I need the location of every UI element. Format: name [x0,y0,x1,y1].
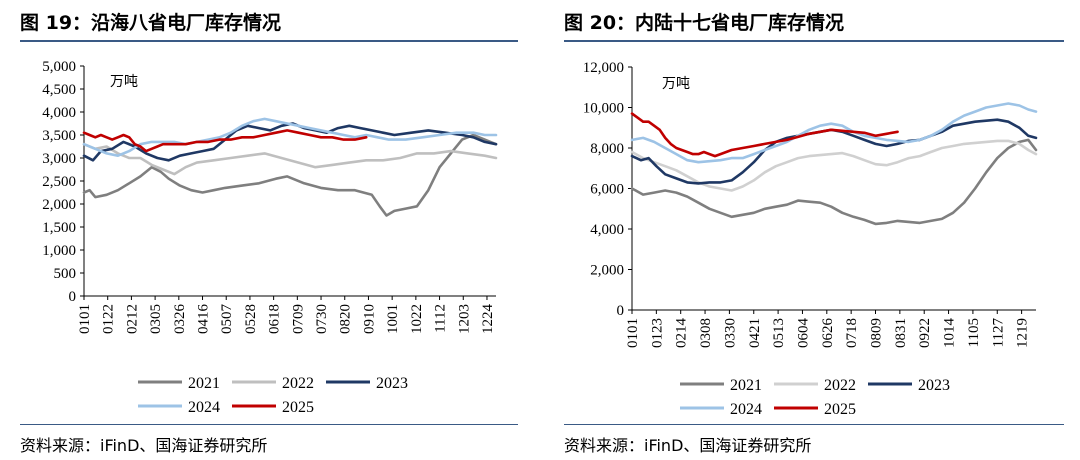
y-tick-label: 4,000 [42,105,76,121]
y-unit-label: 万吨 [110,74,138,90]
x-tick-label: 0330 [722,318,738,348]
legend-label-2021: 2021 [188,375,220,392]
x-tick-label: 0618 [267,304,283,334]
x-tick-label: 0626 [820,318,836,349]
x-tick-label: 0831 [893,318,909,348]
y-tick-label: 4,000 [590,222,624,238]
x-tick-label: 1105 [966,318,982,347]
x-tick-label: 1219 [1015,318,1031,348]
x-tick-label: 0507 [219,304,235,335]
chart-title: 图 20：内陆十七省电厂库存情况 [564,12,845,34]
chart-panel-coastal: 图 19：沿海八省电厂库存情况 0 500 1,000 1,500 2,000 2,500… [20,12,518,455]
legend-label-2024: 2024 [188,399,220,416]
chart-panel-inland: 图 20：内陆十七省电厂库存情况 0 2,000 4,000 6,000 8,000 10… [540,0,1080,460]
y-tick-label: 2,000 [590,263,624,279]
legend-label-2024: 2024 [730,401,762,418]
x-tick-label: 1014 [942,318,958,349]
y-tick-label: 12,000 [583,60,624,76]
legend-label-2021: 2021 [730,377,762,394]
series-line-2025 [82,129,368,153]
x-tick-label: 1112 [433,304,449,333]
x-tick-label: 0513 [771,318,787,348]
x-tick-label: 0809 [869,318,885,348]
x-tick-label: 0604 [795,318,811,349]
x-tick-label: 1022 [409,304,425,334]
x-tick-label: 0212 [124,304,140,334]
y-tick-label: 6,000 [590,182,624,198]
series-line-2024 [630,102,1038,164]
x-tick-label: 0718 [844,318,860,348]
line-chart-inland: 0 2,000 4,000 6,000 8,000 10,000 12,000 0101 012… [583,60,1038,418]
y-tick-label: 5,000 [42,59,76,75]
source-note: 资料来源：iFinD、国海证券研究所 [20,436,268,455]
y-tick-label: 500 [54,266,77,282]
x-tick-label: 0416 [196,304,212,335]
y-tick-label: 2,000 [42,197,76,213]
footer-rule [20,424,518,425]
line-chart-coastal: 0 500 1,000 1,500 2,000 2,500 3,000 3,500 4,000 4… [42,59,498,416]
x-tick-label: 1001 [385,304,401,334]
legend-label-2023: 2023 [918,377,950,394]
legend-label-2022: 2022 [824,377,856,394]
x-tick-label: 0820 [338,304,354,334]
x-tick-label: 0421 [747,318,763,348]
y-tick-label: 2,500 [42,174,76,190]
y-tick-label: 1,500 [42,220,76,236]
series-line-2023 [82,122,498,162]
title-underline [564,40,1064,42]
y-tick-label: 4,500 [42,82,76,98]
footer-rule [564,424,1064,425]
x-tick-label: 0730 [314,304,330,334]
x-tick-label: 0709 [290,304,306,334]
x-tick-label: 0528 [243,304,259,334]
y-unit-label: 万吨 [662,76,690,92]
x-tick-label: 0922 [917,318,933,348]
source-note: 资料来源：iFinD、国海证券研究所 [564,436,812,455]
y-tick-label: 3,500 [42,128,76,144]
series-line-2021 [630,138,1038,226]
y-tick-label: 8,000 [590,141,624,157]
x-tick-label: 1203 [456,304,472,334]
chart-title: 图 19：沿海八省电厂库存情况 [20,12,282,34]
x-tick-label: 0123 [649,318,665,348]
legend-label-2025: 2025 [282,399,314,416]
series-line-2022 [82,142,498,176]
legend-label-2025: 2025 [824,401,856,418]
x-tick-label: 0122 [101,304,117,334]
x-tick-label: 0305 [148,304,164,334]
y-tick-label: 1,000 [42,243,76,259]
legend-label-2022: 2022 [282,375,314,392]
x-tick-label: 1224 [480,304,496,335]
y-tick-label: 10,000 [583,101,624,117]
y-tick-label: 3,000 [42,151,76,167]
x-tick-label: 1127 [990,318,1006,348]
series-line-2024 [82,117,498,157]
x-tick-label: 0308 [698,318,714,348]
series-line-2021 [82,133,498,217]
y-tick-label: 0 [69,289,77,305]
y-tick-label: 0 [617,303,625,319]
x-tick-label: 0101 [77,304,93,334]
x-tick-label: 0326 [172,304,188,335]
title-underline [20,40,518,42]
x-tick-label: 0214 [674,318,690,349]
legend-label-2023: 2023 [376,375,408,392]
x-tick-label: 0910 [361,304,377,334]
x-tick-label: 0101 [625,318,641,348]
series-line-2025 [630,112,899,158]
